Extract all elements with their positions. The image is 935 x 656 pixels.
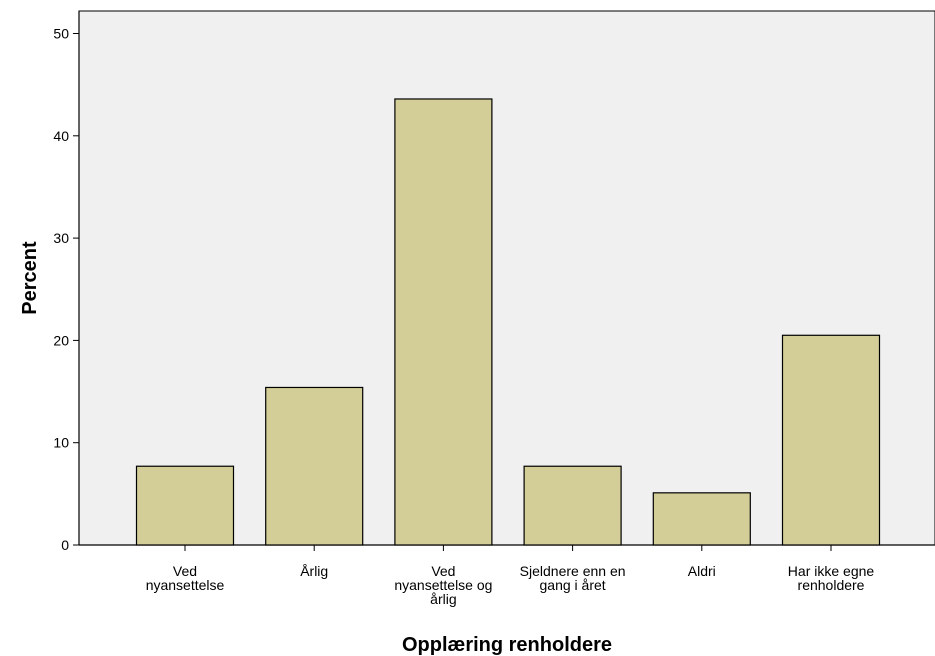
bar (135, 465, 235, 546)
y-tick-label: 50 (53, 26, 69, 42)
x-tick-label: Sjeldnere enn en (520, 563, 626, 579)
y-tick-label: 0 (61, 537, 69, 553)
x-tick-label: gang i året (540, 577, 606, 593)
x-tick-label: nyansettelse og (394, 577, 492, 593)
x-tick-label: renholdere (798, 577, 865, 593)
x-tick-label: årlig (430, 591, 456, 607)
y-tick-label: 40 (53, 128, 69, 144)
bar (781, 334, 881, 546)
y-tick-label: 10 (53, 435, 69, 451)
y-axis: 0 10 20 30 40 50 (53, 11, 80, 553)
x-tick-label: Årlig (300, 563, 328, 579)
x-axis-title: Opplæring renholdere (402, 634, 612, 656)
x-tick-label: nyansettelse (146, 577, 225, 593)
bars (135, 98, 881, 546)
x-tick-label: Ved (431, 563, 455, 579)
bar (652, 492, 751, 546)
bar (394, 98, 493, 546)
x-axis (79, 544, 935, 551)
bar (523, 465, 622, 546)
y-tick-label: 20 (53, 332, 69, 348)
x-tick-label: Aldri (688, 563, 716, 579)
x-tick-label: Ved (173, 563, 197, 579)
y-axis-title: Percent (19, 241, 41, 315)
bar (265, 386, 364, 546)
y-tick-label: 30 (53, 230, 69, 246)
x-tick-label: Har ikke egne (788, 563, 875, 579)
